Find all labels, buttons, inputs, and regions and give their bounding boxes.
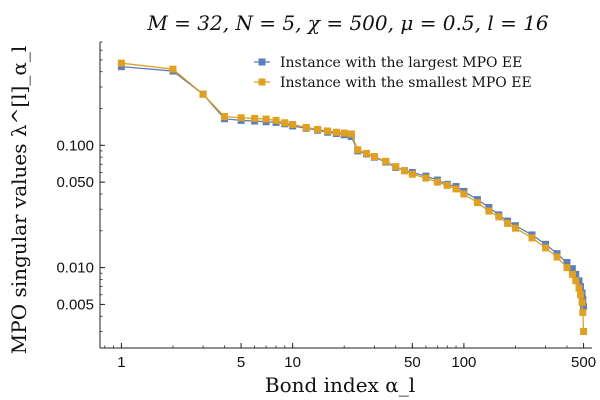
data-point <box>251 114 259 122</box>
data-point <box>237 114 245 122</box>
x-tick-label: 500 <box>571 354 596 371</box>
data-point <box>281 119 289 127</box>
data-point <box>262 115 270 123</box>
data-point <box>354 146 362 154</box>
data-point <box>117 59 125 67</box>
axes <box>99 42 592 349</box>
data-point <box>568 265 576 273</box>
legend-label: Instance with the largest MPO EE <box>280 55 522 71</box>
data-point <box>289 121 297 129</box>
data-point <box>220 113 228 121</box>
data-point <box>408 170 416 178</box>
data-point <box>400 167 408 175</box>
data-point <box>511 224 519 232</box>
data-point <box>332 128 340 136</box>
data-point <box>575 284 583 292</box>
data-point <box>580 328 588 336</box>
data-point <box>578 298 586 306</box>
data-point <box>370 153 378 161</box>
legend-swatch-marker <box>258 58 266 66</box>
plot-area <box>117 59 588 336</box>
data-point <box>433 178 441 186</box>
legend-entry-2: Instance with the smallest MPO EE <box>254 75 532 91</box>
data-point <box>117 63 125 71</box>
y-axis-ticks: 0.100 0.050 0.010 0.005 <box>56 41 105 332</box>
data-point <box>542 240 550 248</box>
data-point <box>272 116 280 124</box>
x-tick-label: 10 <box>284 354 301 371</box>
chart-title: M = 32, N = 5, χ = 500, μ = 0.5, l = 16 <box>146 11 549 35</box>
data-point <box>577 291 585 299</box>
data-point <box>443 181 451 189</box>
data-point <box>553 253 561 261</box>
data-point <box>563 259 571 267</box>
legend-swatch-marker <box>258 78 266 86</box>
data-point <box>579 308 587 316</box>
x-axis-label: Bond index α_l <box>265 373 415 397</box>
data-point <box>340 129 348 137</box>
x-tick-label: 50 <box>404 354 421 371</box>
legend: Instance with the largest MPO EE Instance… <box>254 55 532 91</box>
data-point <box>302 123 310 131</box>
series-1 <box>117 63 588 311</box>
data-point <box>347 130 355 138</box>
y-axis-label: MPO singular values λ^[l]_α_l <box>7 46 31 354</box>
data-point <box>485 207 493 215</box>
data-point <box>169 65 177 73</box>
data-point <box>199 90 207 98</box>
data-point <box>363 149 371 157</box>
data-point <box>542 244 550 252</box>
y-tick-label: 0.010 <box>56 260 94 277</box>
x-axis-ticks: 1 5 10 50 100 500 <box>104 343 596 371</box>
data-point <box>460 190 468 198</box>
data-point <box>563 264 571 272</box>
y-tick-label: 0.005 <box>56 296 94 313</box>
data-point <box>485 204 493 212</box>
data-point <box>580 303 588 311</box>
data-point <box>504 219 512 227</box>
data-point <box>382 157 390 165</box>
data-point <box>495 213 503 221</box>
data-point <box>528 234 536 242</box>
series-2 <box>117 59 588 336</box>
x-tick-label: 1 <box>117 354 125 371</box>
data-point <box>422 174 430 182</box>
data-point <box>473 199 481 207</box>
data-point <box>452 185 460 193</box>
data-point <box>314 125 322 133</box>
y-tick-label: 0.050 <box>56 174 94 191</box>
data-point <box>568 270 576 278</box>
data-point <box>392 163 400 171</box>
x-tick-label: 5 <box>237 354 245 371</box>
data-point <box>572 277 580 285</box>
legend-entry-1: Instance with the largest MPO EE <box>254 55 522 71</box>
y-tick-label: 0.100 <box>56 137 94 154</box>
legend-label: Instance with the smallest MPO EE <box>280 75 532 91</box>
series-line <box>121 62 585 332</box>
data-point <box>324 127 332 135</box>
x-tick-label: 100 <box>451 354 476 371</box>
series-line <box>121 66 585 307</box>
